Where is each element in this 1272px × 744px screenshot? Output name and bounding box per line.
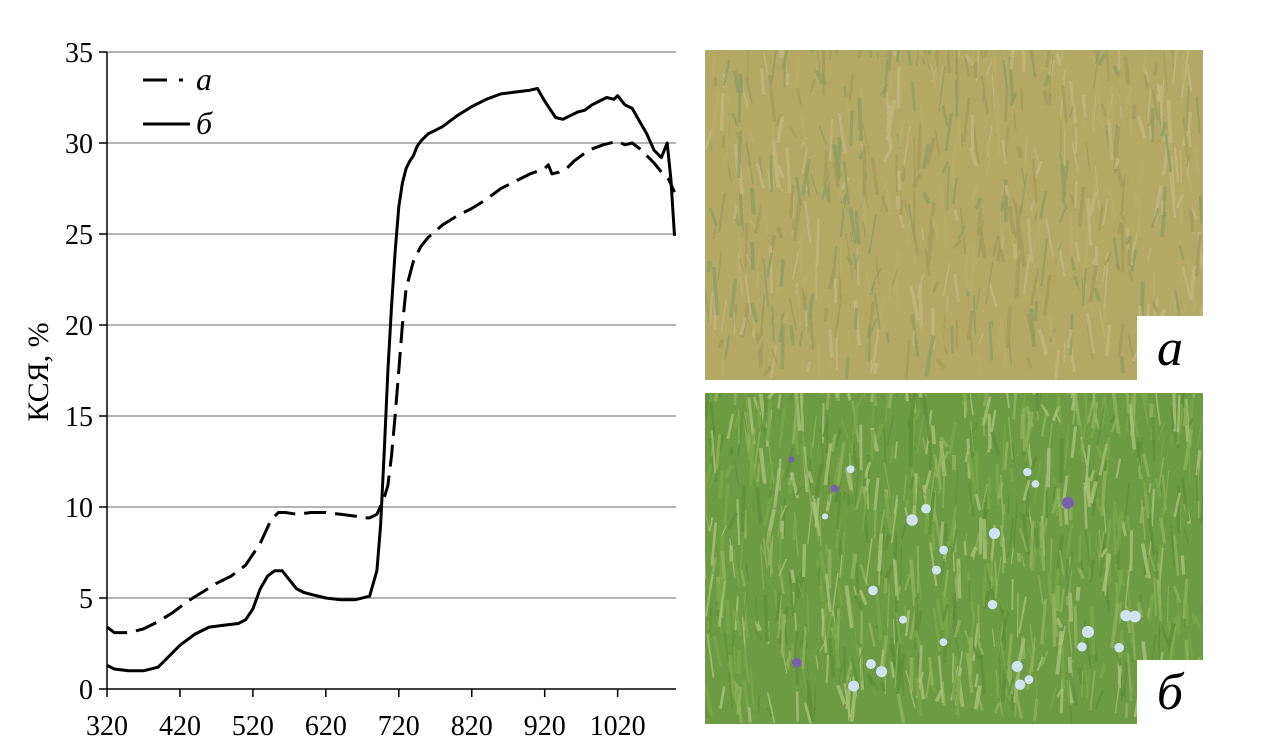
y-axis-label: КСЯ, %: [22, 322, 55, 421]
y-tick-label: 10: [65, 493, 93, 524]
photo-panel-a: а: [705, 50, 1203, 380]
chart-axes: [99, 51, 676, 697]
y-tick-label: 25: [65, 220, 93, 251]
series-line-1: [106, 139, 676, 635]
green-grass-flowers-photo-icon: [705, 393, 1203, 724]
photo-label-b: б: [1137, 660, 1203, 724]
photo-label-a: а: [1137, 316, 1203, 380]
data-series: [106, 86, 676, 673]
y-tick-labels: 0 5 10 15 20 25 30 35: [65, 38, 93, 706]
y-tick-label: 20: [65, 311, 93, 342]
x-tick-label: 820: [451, 711, 493, 742]
series-line-2: [106, 86, 676, 673]
dry-grass-photo-icon: [705, 50, 1203, 380]
spectral-reflectance-chart: 0 5 10 15 20 25 30 35 320 420 520 620 720 820 920 1020…: [22, 38, 676, 742]
y-tick-label: 35: [65, 38, 93, 69]
legend: аб: [143, 61, 213, 141]
y-tick-label: 30: [65, 129, 93, 160]
y-tick-label: 0: [79, 675, 93, 706]
legend-label-1: а: [196, 61, 212, 97]
legend-label-2: б: [196, 105, 213, 141]
photo-panel-b: б: [705, 393, 1203, 724]
x-tick-label: 320: [86, 711, 128, 742]
horizontal-gridlines: [107, 51, 676, 599]
x-tick-label: 920: [524, 711, 566, 742]
x-tick-label: 520: [232, 711, 274, 742]
y-tick-label: 5: [79, 584, 93, 615]
x-tick-label: 420: [159, 711, 201, 742]
x-tick-labels: 320 420 520 620 720 820 920 1020: [86, 711, 646, 742]
x-tick-label: 1020: [590, 711, 646, 742]
y-tick-label: 15: [65, 402, 93, 433]
x-tick-label: 620: [305, 711, 347, 742]
x-tick-label: 720: [378, 711, 420, 742]
